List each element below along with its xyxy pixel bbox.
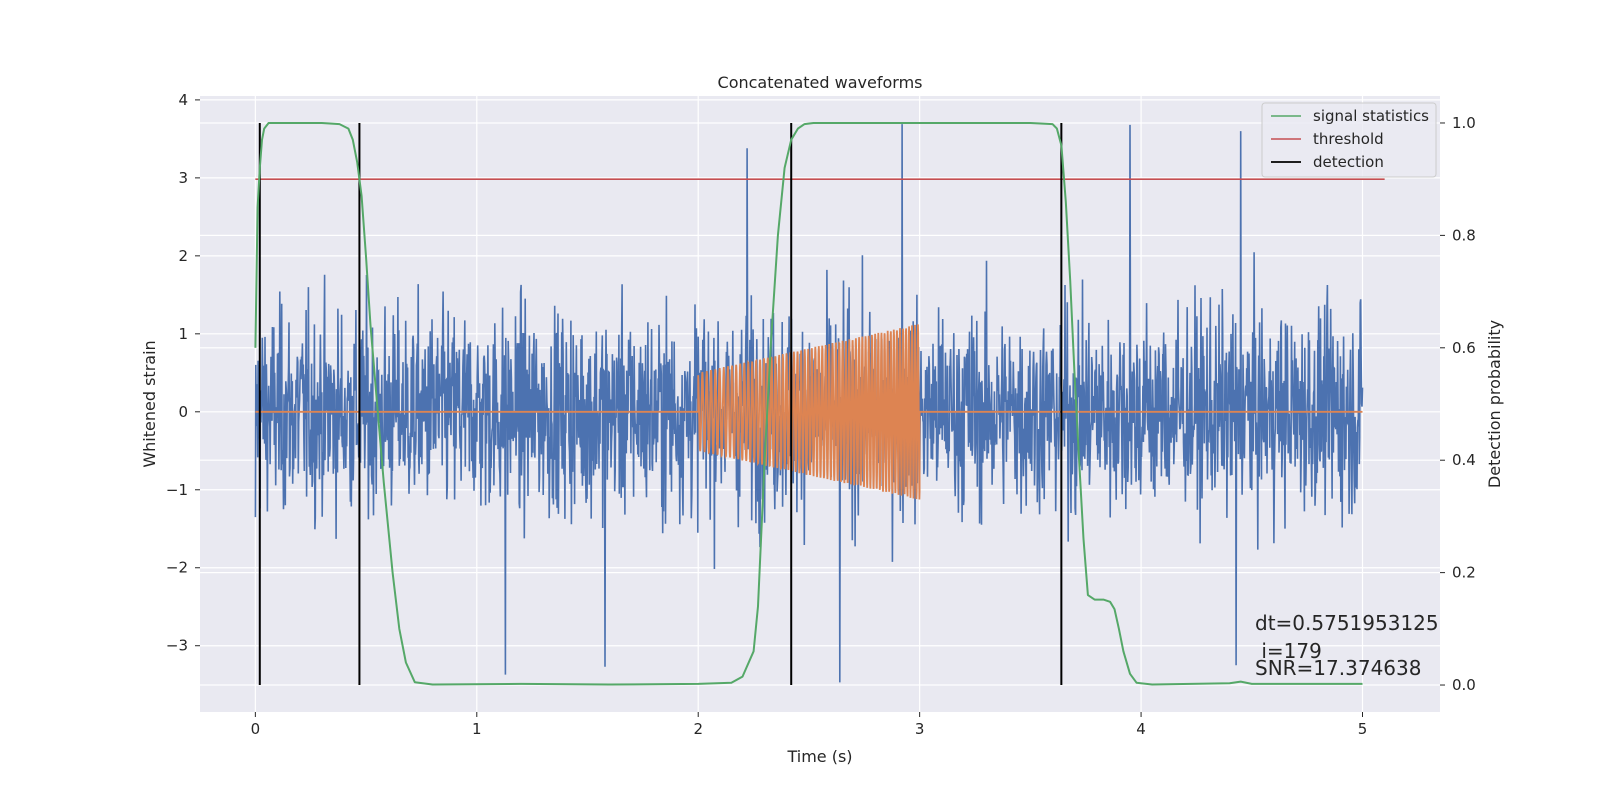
y-right-tick-label: 0.2 <box>1452 564 1476 582</box>
x-axis-ticks: 0 1 2 3 4 5 <box>251 712 1368 738</box>
x-tick-label: 0 <box>251 720 261 738</box>
annotation-i: i=179 <box>1255 639 1322 663</box>
annotation-snr: SNR=17.374638 <box>1255 656 1421 680</box>
x-tick-label: 2 <box>693 720 703 738</box>
chart-title: Concatenated waveforms <box>718 73 923 92</box>
waveform-line <box>255 324 1363 500</box>
annotation-dt: dt=0.5751953125 <box>1255 611 1439 635</box>
injected-waveform-series <box>255 324 1363 500</box>
x-tick-label: 5 <box>1358 720 1368 738</box>
x-tick-label: 4 <box>1136 720 1146 738</box>
y-axis-right-ticks: 0.0 0.2 0.4 0.6 0.8 1.0 <box>1440 114 1476 694</box>
y-left-tick-label: −3 <box>166 637 188 655</box>
legend-label-signal-statistics: signal statistics <box>1313 107 1429 125</box>
x-tick-label: 1 <box>472 720 482 738</box>
legend: signal statistics threshold detection <box>1261 102 1437 178</box>
y-left-tick-label: 1 <box>178 325 188 343</box>
y-left-tick-label: −1 <box>166 481 188 499</box>
signal-statistics-line <box>254 122 1363 686</box>
y-axis-right-label: Detection probability <box>1485 320 1504 488</box>
legend-box <box>1261 102 1437 178</box>
y-left-tick-label: −2 <box>166 559 188 577</box>
legend-label-detection: detection <box>1313 153 1384 171</box>
y-right-tick-label: 0.0 <box>1452 676 1476 694</box>
whitened-strain-series <box>254 124 1364 683</box>
y-right-tick-label: 0.6 <box>1452 339 1476 357</box>
x-tick-label: 3 <box>915 720 925 738</box>
legend-label-threshold: threshold <box>1313 130 1384 148</box>
y-axis-left-label: Whitened strain <box>140 340 159 467</box>
y-left-tick-label: 2 <box>178 247 188 265</box>
y-left-tick-label: 4 <box>178 91 188 109</box>
detection-series <box>258 122 1063 686</box>
y-right-tick-label: 0.4 <box>1452 451 1476 469</box>
signal-statistics-series <box>254 122 1363 686</box>
y-axis-left-ticks: −3 −2 −1 0 1 2 3 4 <box>166 91 200 655</box>
y-right-tick-label: 0.8 <box>1452 226 1476 244</box>
strain-line <box>254 124 1364 683</box>
y-left-tick-label: 0 <box>178 403 188 421</box>
y-left-tick-label: 3 <box>178 169 188 187</box>
x-axis-label: Time (s) <box>786 747 852 766</box>
y-right-tick-label: 1.0 <box>1452 114 1476 132</box>
